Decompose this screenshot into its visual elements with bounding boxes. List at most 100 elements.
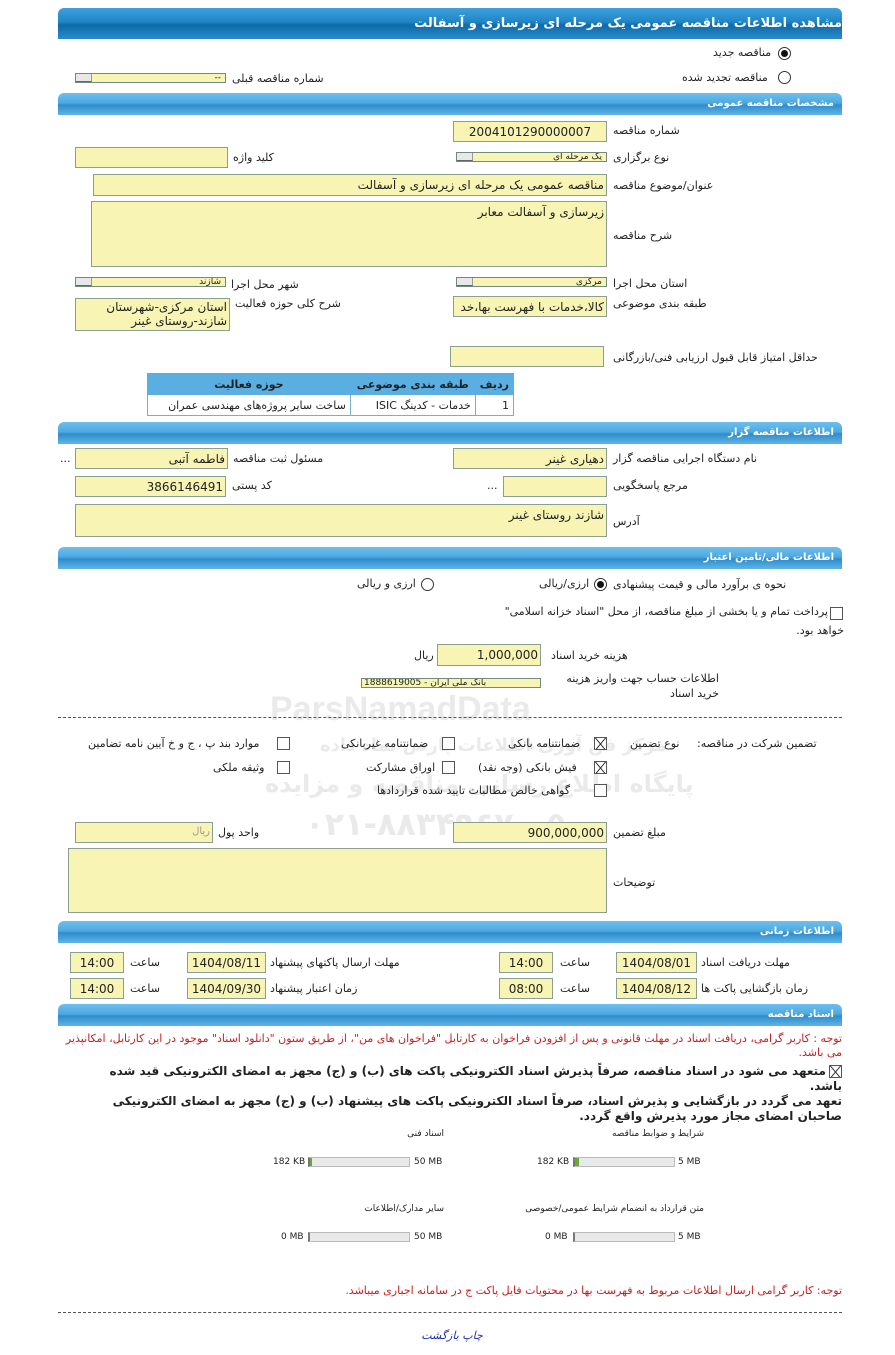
table-row: 1 خدمات - کدینگ ISIC ساخت سایر پروژه‌های… <box>147 394 515 416</box>
prev-number-dropdown[interactable]: -- <box>75 73 226 83</box>
registrar-label: مسئول ثبت مناقصه <box>233 452 324 465</box>
category-field[interactable]: کالا،خدمات با فهرست بها،خد <box>453 296 607 317</box>
file-usage-bar <box>573 1157 675 1167</box>
treasury-checkbox[interactable] <box>830 607 843 620</box>
currency-field[interactable]: ریال <box>75 822 213 843</box>
account-dropdown[interactable]: 1888619005 - بانک ملی ایران <box>361 678 541 688</box>
bonds-checkbox[interactable] <box>442 761 455 774</box>
regulation-items-checkbox[interactable] <box>277 737 290 750</box>
prev-number-label: شماره مناقصه قبلی <box>232 72 324 85</box>
property-collateral-checkbox[interactable] <box>277 761 290 774</box>
divider <box>58 1312 842 1313</box>
agency-field[interactable]: دهیاری غینر <box>453 448 607 469</box>
file-used: 0 MB <box>545 1232 568 1242</box>
regulation-items-label: موارد بند پ ، ج و خ آیین نامه تضامین <box>88 737 260 750</box>
dropdown-button[interactable] <box>457 153 473 161</box>
cash-receipt-checkbox[interactable] <box>594 761 607 774</box>
city-dropdown[interactable]: شازند <box>75 277 226 287</box>
holding-type-dropdown[interactable]: یک مرحله ای <box>456 152 607 162</box>
submit-deadline-label: مهلت ارسال پاکتهای پیشنهاد <box>270 956 400 969</box>
notes-field[interactable] <box>68 848 607 913</box>
address-field[interactable]: شازند روستای غینر <box>75 504 607 537</box>
opening-time[interactable]: 08:00 <box>499 978 553 999</box>
file-used: 182 KB <box>537 1157 570 1167</box>
holding-type-label: نوع برگزاری <box>613 151 670 164</box>
file-label: اسناد فنی <box>407 1129 444 1139</box>
file-max: 5 MB <box>678 1157 701 1167</box>
hour-label: ساعت <box>560 982 590 995</box>
min-score-field[interactable] <box>450 346 604 367</box>
section-timing: اطلاعات زمانی <box>58 921 842 943</box>
page-title-bar: مشاهده اطلاعات مناقصه عمومی یک مرحله ای … <box>58 8 842 39</box>
title-field[interactable]: مناقصه عمومی یک مرحله ای زیرسازی و آسفال… <box>93 174 607 196</box>
renewed-tender-label: مناقصه تجدید شده <box>682 71 768 84</box>
table-header-row: ردیف طبقه بندی موضوعی حوزه فعالیت <box>147 373 515 395</box>
description-label: شرح مناقصه <box>613 229 673 242</box>
dropdown-button[interactable] <box>76 74 92 82</box>
file-usage-bar <box>308 1232 410 1242</box>
submit-deadline-time[interactable]: 14:00 <box>70 952 124 973</box>
file-label: شرایط و ضوابط مناقصه <box>611 1129 704 1139</box>
claims-certificate-label: گواهی خالص مطالبات تایید شده قراردادها <box>377 784 571 797</box>
doc-cost-label: هزینه خرید اسناد <box>551 649 628 662</box>
new-tender-radio[interactable] <box>778 47 791 60</box>
nonbank-guarantee-checkbox[interactable] <box>442 737 455 750</box>
dropdown-button[interactable] <box>457 278 473 286</box>
postal-code-field[interactable]: 3866146491 <box>75 476 226 497</box>
print-link[interactable]: چاپ <box>462 1329 483 1342</box>
section-finance: اطلاعات مالی/تامین اعتبار <box>58 547 842 569</box>
dropdown-button[interactable] <box>76 278 92 286</box>
activity-field[interactable]: استان مرکزی-شهرستان شازند-روستای غینر <box>75 298 230 331</box>
description-field[interactable]: زیرسازی و آسفالت معابر <box>91 201 607 267</box>
new-tender-label: مناقصه جدید <box>713 46 772 59</box>
treasury-text-2: خواهد بود. <box>796 624 844 637</box>
province-dropdown[interactable]: مرکزی <box>456 277 607 287</box>
submit-deadline-date[interactable]: 1404/08/11 <box>187 952 266 973</box>
doc-deadline-time[interactable]: 14:00 <box>499 952 553 973</box>
file-max: 5 MB <box>678 1232 701 1242</box>
reference-field[interactable] <box>503 476 607 497</box>
bank-guarantee-checkbox[interactable] <box>594 737 607 750</box>
bonds-label: اوراق مشارکت <box>366 761 436 774</box>
renewed-tender-radio[interactable] <box>778 71 791 84</box>
claims-certificate-checkbox[interactable] <box>594 784 607 797</box>
keyword-field[interactable] <box>75 147 228 168</box>
doc-deadline-label: مهلت دریافت اسناد <box>701 956 790 969</box>
estimate-label: نحوه ی برآورد مالی و قیمت پیشنهادی <box>613 578 787 591</box>
doc-deadline-date[interactable]: 1404/08/01 <box>616 952 697 973</box>
activity-table: ردیف طبقه بندی موضوعی حوزه فعالیت 1 خدما… <box>147 373 515 416</box>
both-currency-radio[interactable] <box>421 578 434 591</box>
address-label: آدرس <box>613 515 640 528</box>
back-link[interactable]: بازگشت <box>421 1329 459 1342</box>
nonbank-guarantee-label: ضمانتنامه غیربانکی <box>341 737 429 750</box>
validity-date[interactable]: 1404/09/30 <box>187 978 266 999</box>
hour-label: ساعت <box>130 982 160 995</box>
reference-more-button[interactable]: ... <box>487 479 498 492</box>
guarantee-type-label: نوع تضمین <box>630 737 680 750</box>
tender-number-field[interactable]: 2004101290000007 <box>453 121 607 142</box>
hour-label: ساعت <box>560 956 590 969</box>
rial-radio[interactable] <box>594 578 607 591</box>
opening-date[interactable]: 1404/08/12 <box>616 978 697 999</box>
hour-label: ساعت <box>130 956 160 969</box>
doc-cost-field[interactable]: 1,000,000 <box>437 644 541 666</box>
guarantee-label: تضمین شرکت در مناقصه: <box>697 737 817 750</box>
cell-activity: ساخت سایر پروژه‌های مهندسی عمران <box>147 394 351 416</box>
registrar-field[interactable]: فاطمه آتبی <box>75 448 228 469</box>
registrar-more-button[interactable]: ... <box>60 452 71 465</box>
price-list-notice: توجه: کاربر گرامی ارسال اطلاعات مربوط به… <box>345 1284 842 1297</box>
activity-label: شرح کلی حوزه فعالیت <box>235 297 341 310</box>
treasury-text-1: پرداخت تمام و یا بخشی از مبلغ مناقصه، از… <box>504 605 828 618</box>
guarantee-amount-field[interactable]: 900,000,000 <box>453 822 607 843</box>
commitment-checkbox[interactable] <box>829 1065 842 1078</box>
file-usage-bar <box>308 1157 410 1167</box>
notes-label: توضیحات <box>613 876 656 889</box>
validity-time[interactable]: 14:00 <box>70 978 124 999</box>
title-label: عنوان/موضوع مناقصه <box>613 179 714 192</box>
divider <box>58 717 842 718</box>
tender-number-label: شماره مناقصه <box>613 124 680 137</box>
section-organizer: اطلاعات مناقصه گزار <box>58 422 842 444</box>
section-title: مشخصات مناقصه عمومی <box>707 98 834 109</box>
currency-placeholder: ریال <box>192 826 210 837</box>
property-collateral-label: وثیقه ملکی <box>213 761 265 774</box>
